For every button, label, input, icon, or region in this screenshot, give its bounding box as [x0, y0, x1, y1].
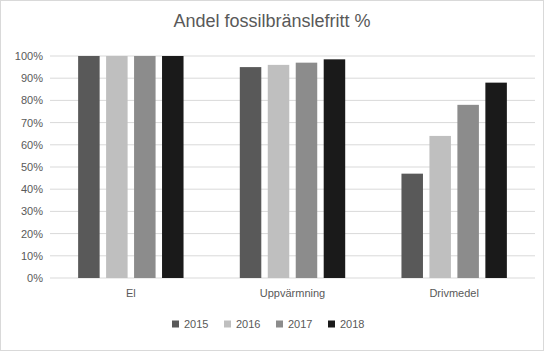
y-tick-label: 20% — [21, 228, 43, 240]
bar — [324, 59, 346, 278]
legend-swatch — [276, 321, 283, 328]
x-tick-label: Drivmedel — [429, 287, 479, 299]
bar — [457, 105, 479, 278]
y-tick-label: 10% — [21, 250, 43, 262]
y-tick-label: 70% — [21, 117, 43, 129]
x-tick-label: Uppvärmning — [260, 287, 325, 299]
bar — [134, 56, 156, 278]
y-tick-label: 50% — [21, 161, 43, 173]
bar — [162, 56, 184, 278]
bar — [485, 83, 507, 278]
y-tick-label: 60% — [21, 139, 43, 151]
chart-container: Andel fossilbränslefritt % 0% 10% 20% 30% 40%… — [0, 0, 544, 351]
bar — [106, 56, 128, 278]
y-tick-label: 0% — [27, 272, 43, 284]
y-axis: 0% 10% 20% 30% 40% 50% 60% 70% 80% 90% 100% — [15, 50, 535, 284]
legend-swatch — [172, 321, 179, 328]
bar — [268, 65, 290, 278]
y-tick-label: 30% — [21, 205, 43, 217]
legend: 2015 2016 2017 2018 — [172, 318, 364, 330]
bar — [296, 63, 318, 278]
bar — [429, 136, 451, 278]
bar — [78, 56, 100, 278]
y-tick-label: 40% — [21, 183, 43, 195]
bar — [240, 67, 262, 278]
chart-svg: Andel fossilbränslefritt % 0% 10% 20% 30% 40%… — [0, 0, 544, 351]
legend-label: 2018 — [340, 318, 364, 330]
bar — [401, 174, 423, 278]
y-tick-label: 90% — [21, 72, 43, 84]
bars — [78, 56, 507, 278]
chart-title: Andel fossilbränslefritt % — [173, 11, 370, 31]
x-tick-label: El — [126, 287, 136, 299]
legend-label: 2015 — [184, 318, 208, 330]
legend-swatch — [224, 321, 231, 328]
legend-label: 2016 — [236, 318, 260, 330]
chart-border — [1, 1, 544, 351]
legend-label: 2017 — [288, 318, 312, 330]
y-tick-label: 80% — [21, 94, 43, 106]
y-tick-label: 100% — [15, 50, 43, 62]
legend-swatch — [328, 321, 335, 328]
